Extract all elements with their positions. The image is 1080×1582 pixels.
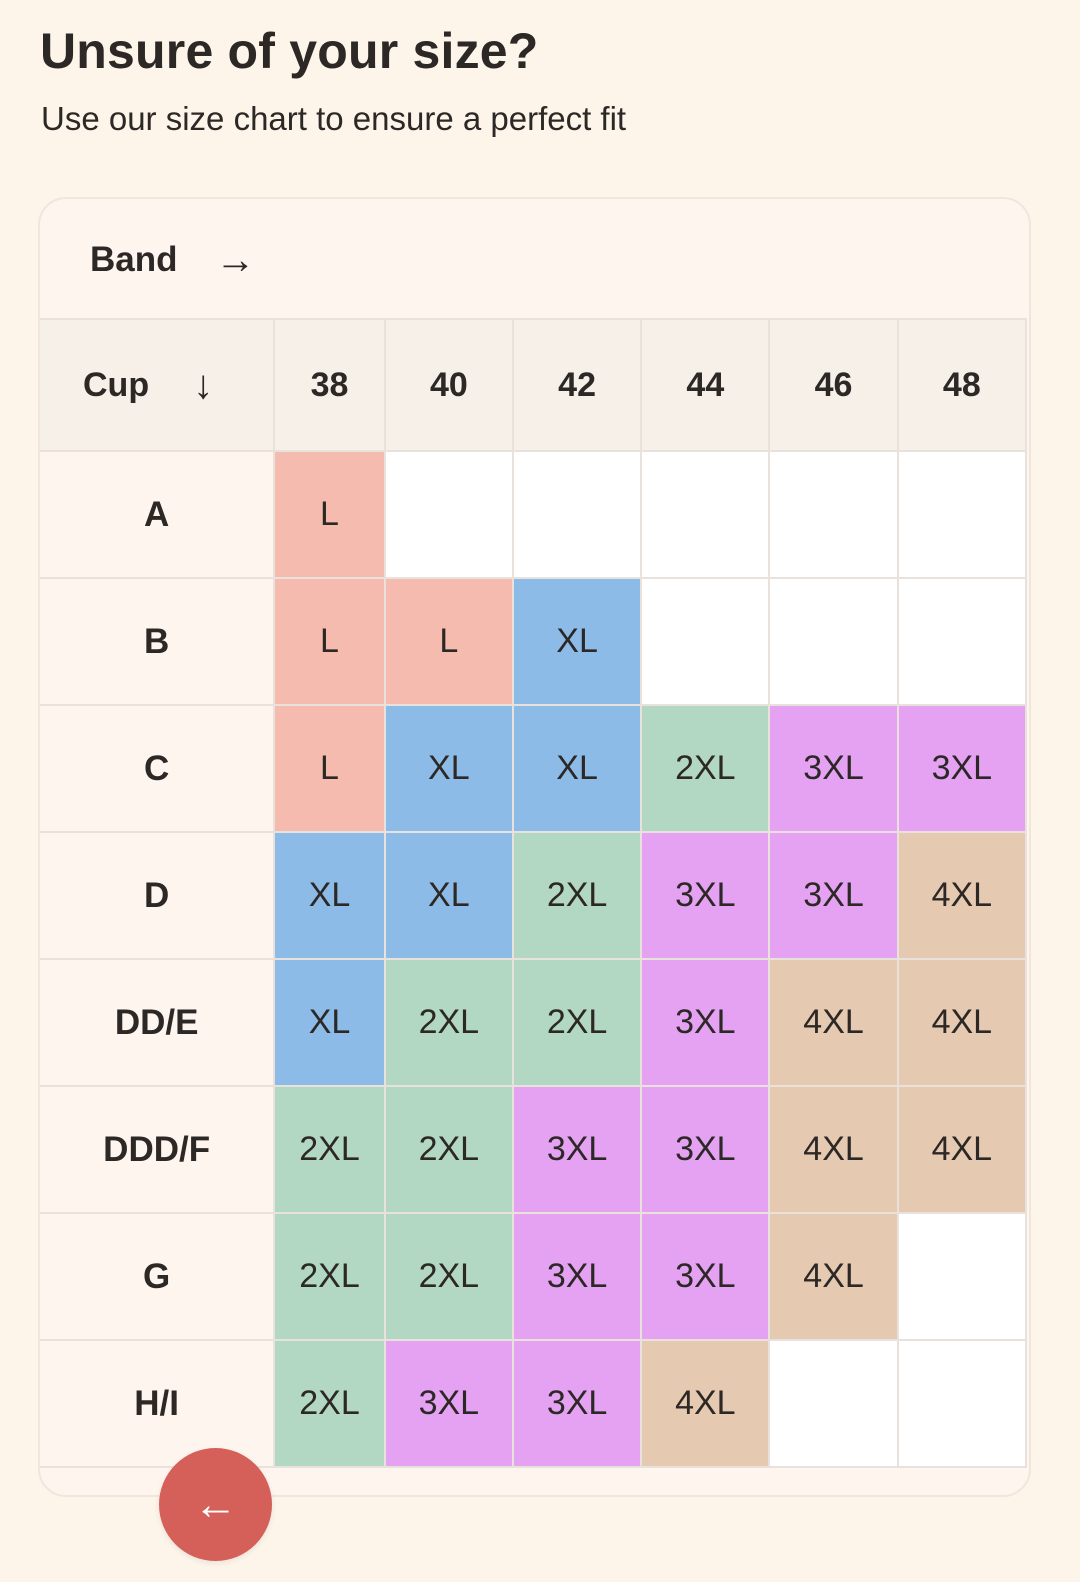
cup-size-label: H/I — [40, 1339, 276, 1468]
size-cell: L — [273, 577, 386, 706]
size-row: DD/E XL 2XL 2XL 3XL 4XL 4XL — [40, 958, 1028, 1087]
size-table: Cup ↓ 38 40 42 44 46 48 A L B L L XL C L XL XL 2XL… — [40, 318, 1028, 1468]
size-cell-empty — [896, 1339, 1028, 1468]
cup-size-label: DD/E — [40, 958, 276, 1087]
size-cell: L — [383, 577, 514, 706]
band-size-header: 46 — [768, 318, 899, 452]
band-header: Band → — [40, 199, 1029, 320]
size-cell: 2XL — [640, 704, 771, 833]
size-cell: 2XL — [511, 958, 643, 1087]
size-cell: 2XL — [273, 1339, 386, 1468]
size-cell-empty — [383, 450, 514, 579]
arrow-right-icon: → — [215, 237, 256, 282]
size-cell: XL — [273, 958, 386, 1087]
size-cell: 2XL — [383, 1085, 514, 1214]
cup-size-label: C — [40, 704, 276, 833]
size-cell: 3XL — [511, 1339, 643, 1468]
size-cell: 2XL — [383, 958, 514, 1087]
size-cell: 2XL — [273, 1212, 386, 1341]
size-cell-empty — [896, 450, 1028, 579]
size-cell-empty — [511, 450, 643, 579]
size-cell: 4XL — [768, 1212, 899, 1341]
cup-size-label: G — [40, 1212, 276, 1341]
size-cell: 4XL — [640, 1339, 771, 1468]
size-row: D XL XL 2XL 3XL 3XL 4XL — [40, 831, 1028, 960]
cup-column-header: Cup ↓ — [40, 318, 276, 452]
band-size-header: 38 — [273, 318, 386, 452]
size-cell: L — [273, 704, 386, 833]
cup-size-label: D — [40, 831, 276, 960]
size-cell: 3XL — [896, 704, 1028, 833]
size-cell: L — [273, 450, 386, 579]
band-size-header: 44 — [640, 318, 771, 452]
size-cell: 4XL — [896, 958, 1028, 1087]
size-cell: 2XL — [273, 1085, 386, 1214]
size-cell: 3XL — [511, 1212, 643, 1341]
size-cell: 3XL — [640, 1085, 771, 1214]
size-cell: 3XL — [640, 1212, 771, 1341]
size-cell: 4XL — [768, 1085, 899, 1214]
size-rows: A L B L L XL C L XL XL 2XL 3XL 3XL D XL XL 2XL 3XL 3XL 4XL D… — [40, 450, 1028, 1468]
size-cell: 3XL — [511, 1085, 643, 1214]
size-cell-empty — [768, 450, 899, 579]
size-cell: 3XL — [768, 831, 899, 960]
size-cell: XL — [273, 831, 386, 960]
page-title: Unsure of your size? — [40, 23, 539, 79]
size-cell: XL — [511, 577, 643, 706]
size-cell-empty — [640, 577, 771, 706]
size-cell-empty — [640, 450, 771, 579]
page-subtitle: Use our size chart to ensure a perfect f… — [41, 100, 627, 137]
size-cell: 4XL — [896, 831, 1028, 960]
size-cell-empty — [768, 1339, 899, 1468]
size-cell: 2XL — [511, 831, 643, 960]
size-row: B L L XL — [40, 577, 1028, 706]
cup-size-label: B — [40, 577, 276, 706]
size-row: DDD/F 2XL 2XL 3XL 3XL 4XL 4XL — [40, 1085, 1028, 1214]
size-row: H/I 2XL 3XL 3XL 4XL — [40, 1339, 1028, 1468]
size-cell: XL — [383, 831, 514, 960]
cup-size-label: A — [40, 450, 276, 579]
band-label: Band — [90, 239, 178, 279]
size-cell: 3XL — [768, 704, 899, 833]
band-size-header: 40 — [383, 318, 514, 452]
cup-size-label: DDD/F — [40, 1085, 276, 1214]
size-cell: XL — [383, 704, 514, 833]
size-cell-empty — [896, 1212, 1028, 1341]
back-button[interactable]: ← — [159, 1448, 272, 1561]
arrow-left-icon: ← — [193, 1479, 238, 1529]
size-cell: 3XL — [383, 1339, 514, 1468]
size-cell: XL — [511, 704, 643, 833]
size-cell: 3XL — [640, 831, 771, 960]
size-cell: 4XL — [768, 958, 899, 1087]
size-row: G 2XL 2XL 3XL 3XL 4XL — [40, 1212, 1028, 1341]
size-cell: 2XL — [383, 1212, 514, 1341]
size-row: C L XL XL 2XL 3XL 3XL — [40, 704, 1028, 833]
size-chart-card: Band → Cup ↓ — [38, 197, 1031, 1497]
size-cell: 3XL — [640, 958, 771, 1087]
band-size-header: 48 — [896, 318, 1028, 452]
band-header-row: Cup ↓ 38 40 42 44 46 48 — [40, 318, 1028, 452]
cup-label: Cup — [83, 365, 150, 404]
band-size-header: 42 — [511, 318, 643, 452]
size-cell: 4XL — [896, 1085, 1028, 1214]
size-cell-empty — [768, 577, 899, 706]
size-cell-empty — [896, 577, 1028, 706]
arrow-down-icon: ↓ — [193, 363, 214, 407]
